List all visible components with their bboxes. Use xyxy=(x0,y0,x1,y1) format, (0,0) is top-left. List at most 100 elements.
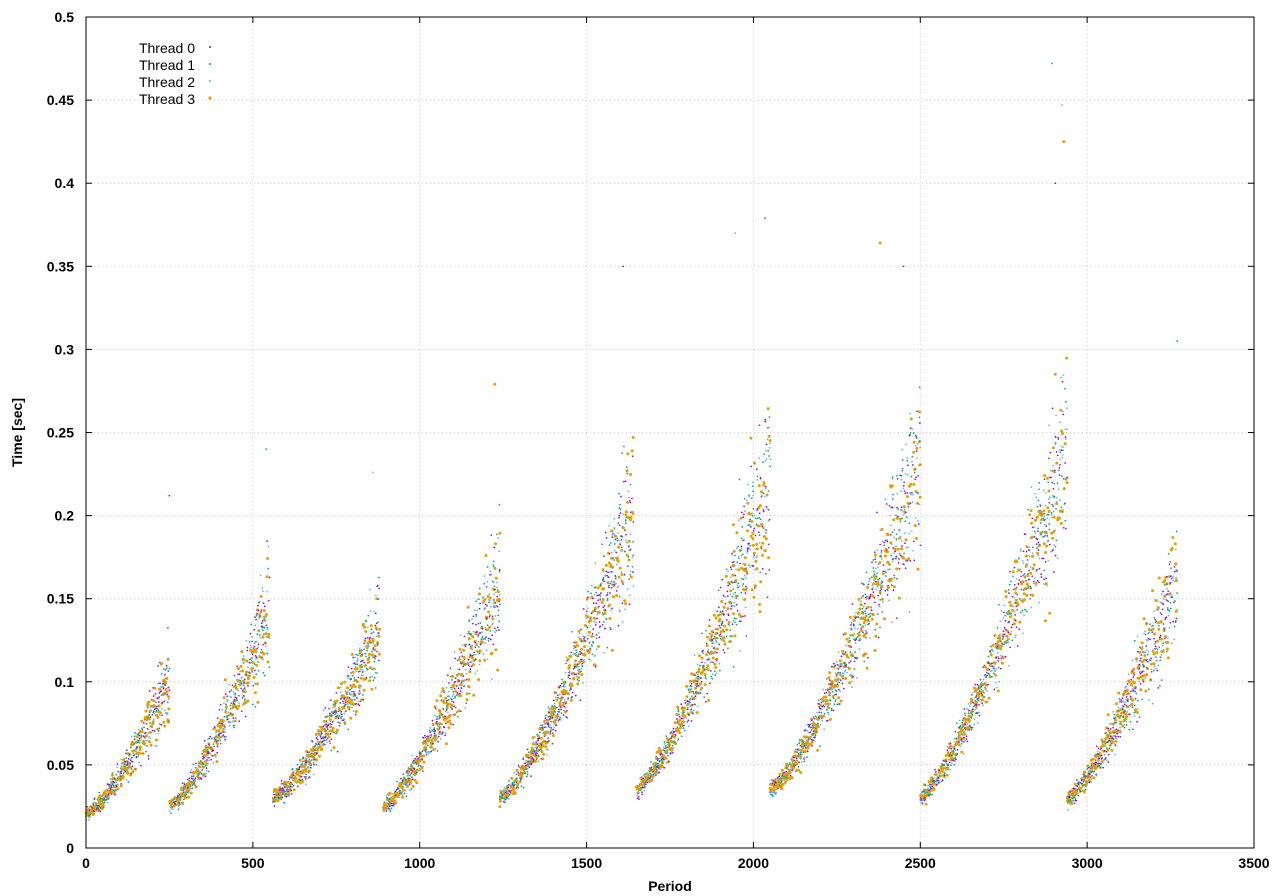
data-point xyxy=(438,709,442,713)
data-point xyxy=(264,620,267,622)
data-point xyxy=(756,517,759,520)
data-point xyxy=(294,776,298,780)
data-point xyxy=(753,461,756,465)
data-point xyxy=(594,562,597,564)
data-point xyxy=(663,766,666,769)
data-point xyxy=(768,439,772,442)
data-point xyxy=(286,794,288,797)
data-point xyxy=(256,612,258,615)
data-point xyxy=(714,666,718,669)
data-point xyxy=(201,769,204,771)
data-point xyxy=(609,626,611,629)
data-point xyxy=(242,683,245,686)
data-point xyxy=(472,630,475,633)
data-point xyxy=(428,739,430,741)
data-point xyxy=(692,712,694,715)
data-point xyxy=(496,586,498,589)
data-point xyxy=(761,553,765,557)
data-point xyxy=(305,776,307,778)
data-point xyxy=(700,686,704,690)
data-point xyxy=(616,537,619,540)
data-point xyxy=(623,573,626,576)
data-point xyxy=(578,660,582,664)
data-point xyxy=(488,625,491,629)
data-point xyxy=(723,624,727,628)
data-point xyxy=(160,707,163,710)
data-point xyxy=(539,731,541,734)
data-point xyxy=(262,602,265,604)
data-point xyxy=(144,718,146,721)
data-point xyxy=(478,592,481,596)
data-point xyxy=(686,721,689,723)
data-point xyxy=(477,678,481,682)
data-point xyxy=(469,668,472,670)
data-point xyxy=(256,648,258,650)
data-point xyxy=(120,772,123,775)
data-point xyxy=(332,746,336,750)
data-point xyxy=(486,581,489,583)
data-point xyxy=(621,526,625,530)
data-point xyxy=(832,697,835,700)
data-point xyxy=(209,752,212,755)
data-point xyxy=(577,629,581,633)
data-point xyxy=(517,786,520,789)
data-point xyxy=(724,602,727,605)
data-point xyxy=(434,714,436,717)
data-point xyxy=(719,633,722,636)
data-point xyxy=(758,603,762,606)
data-point xyxy=(589,647,592,650)
data-point xyxy=(98,791,101,794)
data-point xyxy=(155,713,159,717)
data-point xyxy=(804,750,807,754)
data-point xyxy=(820,701,823,704)
data-point xyxy=(525,775,528,778)
data-point xyxy=(628,578,630,581)
data-point xyxy=(539,724,542,727)
data-point xyxy=(630,449,634,453)
data-point xyxy=(562,714,565,716)
data-point xyxy=(263,605,266,608)
data-point xyxy=(457,668,459,671)
data-point xyxy=(767,543,770,546)
data-point xyxy=(744,615,746,617)
data-point xyxy=(354,713,357,716)
data-point xyxy=(745,499,748,502)
data-point xyxy=(421,757,424,760)
data-point xyxy=(701,632,703,635)
data-point xyxy=(219,742,222,745)
data-point xyxy=(724,596,727,598)
data-point xyxy=(223,735,226,738)
data-point xyxy=(489,570,492,573)
data-point xyxy=(306,767,309,770)
data-point xyxy=(768,518,771,521)
data-point xyxy=(641,791,643,794)
data-point xyxy=(428,734,431,737)
data-point xyxy=(501,792,504,795)
data-point xyxy=(494,542,498,546)
data-point xyxy=(233,724,236,727)
data-point xyxy=(602,576,605,579)
data-point xyxy=(617,624,620,627)
data-point xyxy=(730,608,732,610)
data-point xyxy=(131,761,134,763)
data-point xyxy=(746,501,750,505)
data-point xyxy=(352,710,355,713)
data-point xyxy=(350,677,353,680)
data-point xyxy=(543,726,545,729)
data-point xyxy=(203,765,206,768)
data-point xyxy=(139,739,141,742)
data-point xyxy=(487,610,491,614)
data-point xyxy=(425,748,428,751)
data-point xyxy=(280,782,283,785)
data-point xyxy=(543,720,546,723)
data-point xyxy=(491,580,494,583)
data-point xyxy=(708,619,711,621)
data-point xyxy=(242,655,245,657)
data-point xyxy=(342,694,346,698)
data-point xyxy=(748,512,752,516)
data-point xyxy=(89,815,92,818)
data-point xyxy=(149,704,153,708)
data-point xyxy=(771,791,774,794)
data-point xyxy=(632,541,634,543)
data-point xyxy=(727,584,729,587)
